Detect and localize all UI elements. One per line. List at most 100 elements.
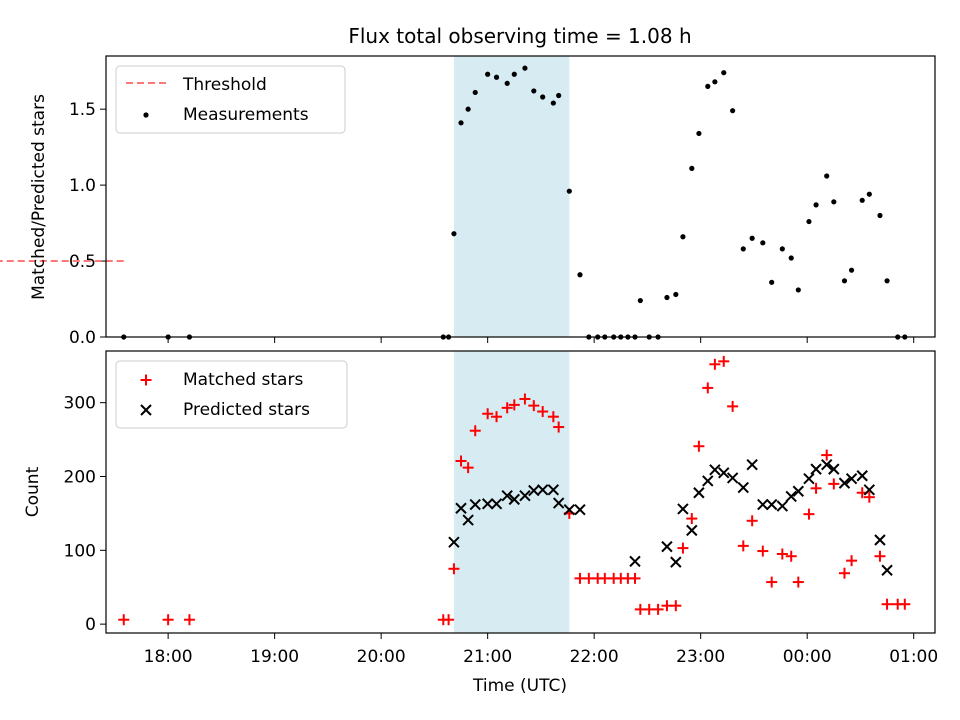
count-legend: Matched stars Predicted stars xyxy=(115,360,348,429)
cross-stroke-b xyxy=(469,498,481,511)
cross-stroke-b xyxy=(501,489,513,502)
x-tick-label: 23:00 xyxy=(676,647,725,667)
observing-window-shade xyxy=(453,56,570,337)
measurement-point xyxy=(848,267,855,273)
matched-star-point xyxy=(519,393,531,405)
predicted-star-point xyxy=(856,470,868,482)
cross-stroke-b xyxy=(629,555,641,568)
matched-star-point xyxy=(693,440,705,452)
measurement-point xyxy=(760,240,766,246)
count-y-tick-label: 300 xyxy=(64,394,96,414)
measurement-point xyxy=(465,106,471,112)
predicted-star-point xyxy=(810,463,822,475)
predicted-star-point xyxy=(792,485,805,497)
measurement-point xyxy=(795,287,801,293)
predicted-star-point xyxy=(718,467,730,479)
measurement-point xyxy=(577,272,583,278)
ratio-series xyxy=(0,65,908,340)
predicted-star-point xyxy=(519,489,531,502)
matched-star-point xyxy=(537,406,549,418)
legend-plus-mark xyxy=(140,374,152,386)
measurement-point xyxy=(884,278,890,284)
matched-star-point xyxy=(482,408,494,420)
measurement-point xyxy=(556,92,562,99)
measurement-point xyxy=(689,165,695,171)
measurement-point xyxy=(531,88,537,94)
measurement-point xyxy=(673,291,679,298)
measurement-point xyxy=(511,71,517,77)
cross-stroke-b xyxy=(737,481,749,494)
predicted-star-point xyxy=(845,473,858,485)
cross-stroke-b xyxy=(838,477,851,489)
matched-star-point xyxy=(547,411,559,423)
cross-stroke-b xyxy=(528,484,540,497)
matched-star-point xyxy=(677,542,689,554)
x-tick-label: 19:00 xyxy=(250,647,299,667)
predicted-star-point xyxy=(757,498,769,511)
measurement-point xyxy=(779,246,785,252)
predicted-star-point xyxy=(677,503,689,515)
measurement-point xyxy=(664,294,670,301)
predicted-star-point xyxy=(828,463,840,475)
measurement-point xyxy=(705,83,711,89)
predicted-star-point xyxy=(803,473,815,485)
legend-matched-swatch xyxy=(140,374,152,386)
measurement-point xyxy=(813,202,819,208)
measurement-point xyxy=(740,246,746,252)
predicted-star-point xyxy=(455,502,467,514)
cross-stroke-b xyxy=(709,464,721,476)
cross-stroke-b xyxy=(574,504,586,516)
matched-star-point xyxy=(686,513,698,525)
predicted-star-point xyxy=(448,536,460,548)
cross-stroke-b xyxy=(810,463,822,475)
x-tick-label: 20:00 xyxy=(357,647,406,667)
cross-stroke-b xyxy=(702,475,714,487)
measurement-point xyxy=(485,71,491,77)
cross-stroke-b xyxy=(661,540,673,553)
count-y-axis-label: Count xyxy=(23,466,43,517)
x-tick-label: 22:00 xyxy=(570,647,619,667)
ratio-y-tick-label: 1.5 xyxy=(69,100,96,120)
measurement-point xyxy=(730,108,736,114)
x-tick-label: 18:00 xyxy=(144,647,193,667)
cross-stroke-b xyxy=(481,498,494,510)
matched-star-point xyxy=(718,355,730,367)
matched-star-point xyxy=(810,482,822,494)
cross-stroke-b xyxy=(547,484,560,496)
matched-star-point xyxy=(727,400,739,412)
matched-star-point xyxy=(828,478,840,490)
predicted-star-point xyxy=(702,475,714,487)
predicted-star-point xyxy=(661,540,673,553)
cross-stroke-b xyxy=(490,498,503,510)
measurement-point xyxy=(458,120,464,126)
cross-stroke-b xyxy=(693,487,705,499)
cross-stroke-b xyxy=(792,485,805,497)
measurement-point xyxy=(493,74,500,80)
matched-star-point xyxy=(821,449,833,461)
matched-star-point xyxy=(455,455,467,467)
measurement-point xyxy=(769,279,775,285)
legend-threshold-label: Threshold xyxy=(182,75,267,95)
count-y-tick-label: 100 xyxy=(64,541,96,561)
ratio-legend-box xyxy=(115,65,346,134)
predicted-star-point xyxy=(536,484,549,496)
legend-measurements-label: Measurements xyxy=(183,105,309,125)
matched-star-point xyxy=(737,540,749,552)
matched-star-point xyxy=(757,545,769,557)
cross-stroke-b xyxy=(462,514,474,526)
cross-stroke-b xyxy=(686,524,698,537)
predicted-star-point xyxy=(629,555,641,568)
predicted-star-point xyxy=(785,490,797,503)
measurement-point xyxy=(806,218,812,225)
cross-stroke-b xyxy=(536,484,549,496)
predicted-star-point xyxy=(709,464,721,476)
measurement-point xyxy=(877,212,883,219)
legend-cross-mark xyxy=(140,404,152,416)
matched-star-point xyxy=(792,576,804,588)
measurement-point xyxy=(866,191,872,197)
ratio-plot-frame xyxy=(105,55,936,338)
predicted-star-point xyxy=(874,534,886,546)
cross-stroke-b xyxy=(845,473,858,485)
matched-star-point xyxy=(448,563,460,575)
cross-stroke-b xyxy=(881,564,893,576)
